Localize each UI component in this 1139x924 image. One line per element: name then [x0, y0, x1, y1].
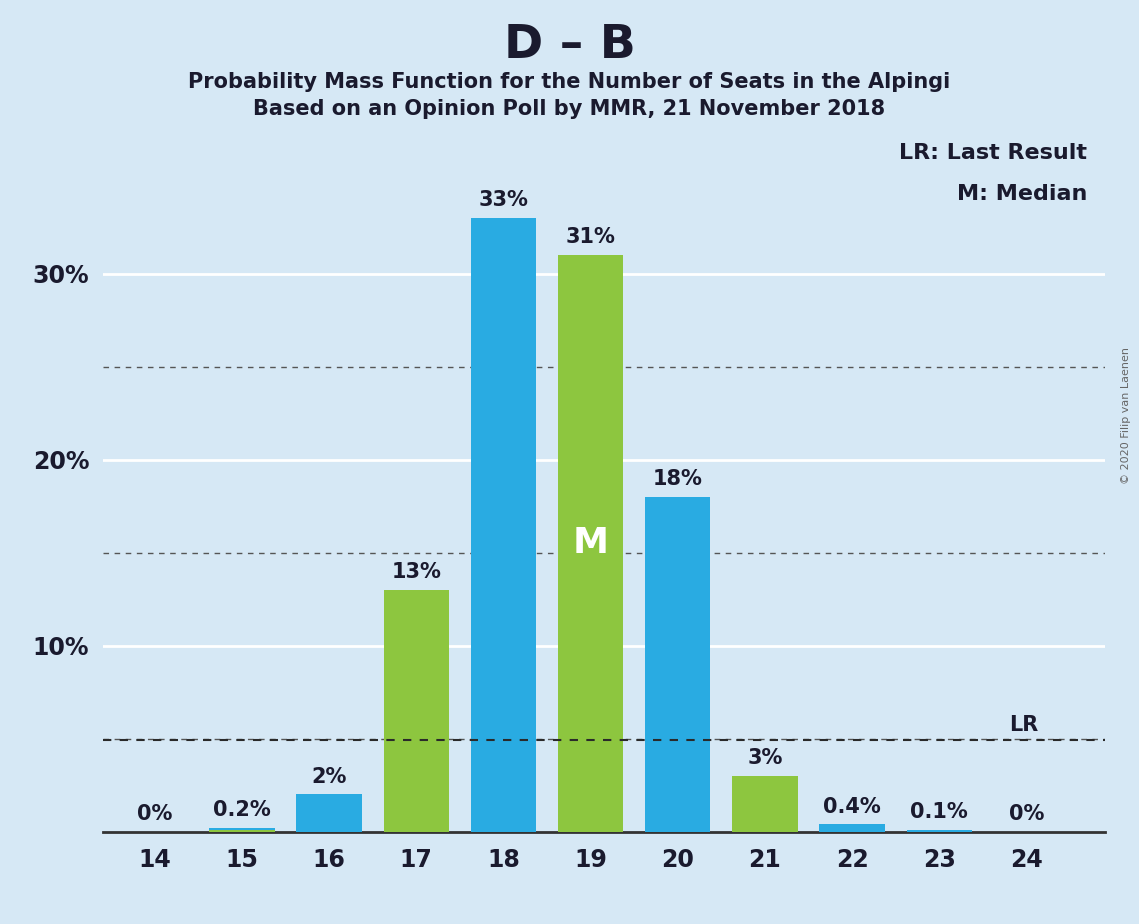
- Text: 31%: 31%: [566, 227, 615, 248]
- Text: 0%: 0%: [1009, 804, 1044, 824]
- Text: © 2020 Filip van Laenen: © 2020 Filip van Laenen: [1121, 347, 1131, 484]
- Bar: [645, 497, 711, 832]
- Bar: [384, 590, 449, 832]
- Bar: [210, 828, 274, 832]
- Bar: [210, 830, 274, 832]
- Text: LR: LR: [1009, 715, 1039, 735]
- Text: 13%: 13%: [392, 563, 441, 582]
- Text: Probability Mass Function for the Number of Seats in the Alpingi: Probability Mass Function for the Number…: [188, 72, 951, 92]
- Bar: [558, 255, 623, 832]
- Text: M: Median: M: Median: [957, 184, 1088, 204]
- Text: 0.4%: 0.4%: [823, 796, 880, 817]
- Bar: [907, 830, 972, 832]
- Text: 2%: 2%: [311, 767, 346, 787]
- Text: 0.1%: 0.1%: [910, 802, 968, 822]
- Text: 0.2%: 0.2%: [213, 800, 271, 821]
- Text: 18%: 18%: [653, 469, 703, 490]
- Text: 3%: 3%: [747, 748, 782, 769]
- Text: 33%: 33%: [478, 190, 528, 211]
- Bar: [470, 218, 536, 832]
- Text: D – B: D – B: [503, 23, 636, 68]
- Text: LR: Last Result: LR: Last Result: [900, 143, 1088, 164]
- Bar: [819, 824, 885, 832]
- Text: Based on an Opinion Poll by MMR, 21 November 2018: Based on an Opinion Poll by MMR, 21 Nove…: [254, 99, 885, 119]
- Text: M: M: [573, 527, 608, 560]
- Bar: [296, 795, 362, 832]
- Text: 0%: 0%: [137, 804, 172, 824]
- Bar: [732, 776, 797, 832]
